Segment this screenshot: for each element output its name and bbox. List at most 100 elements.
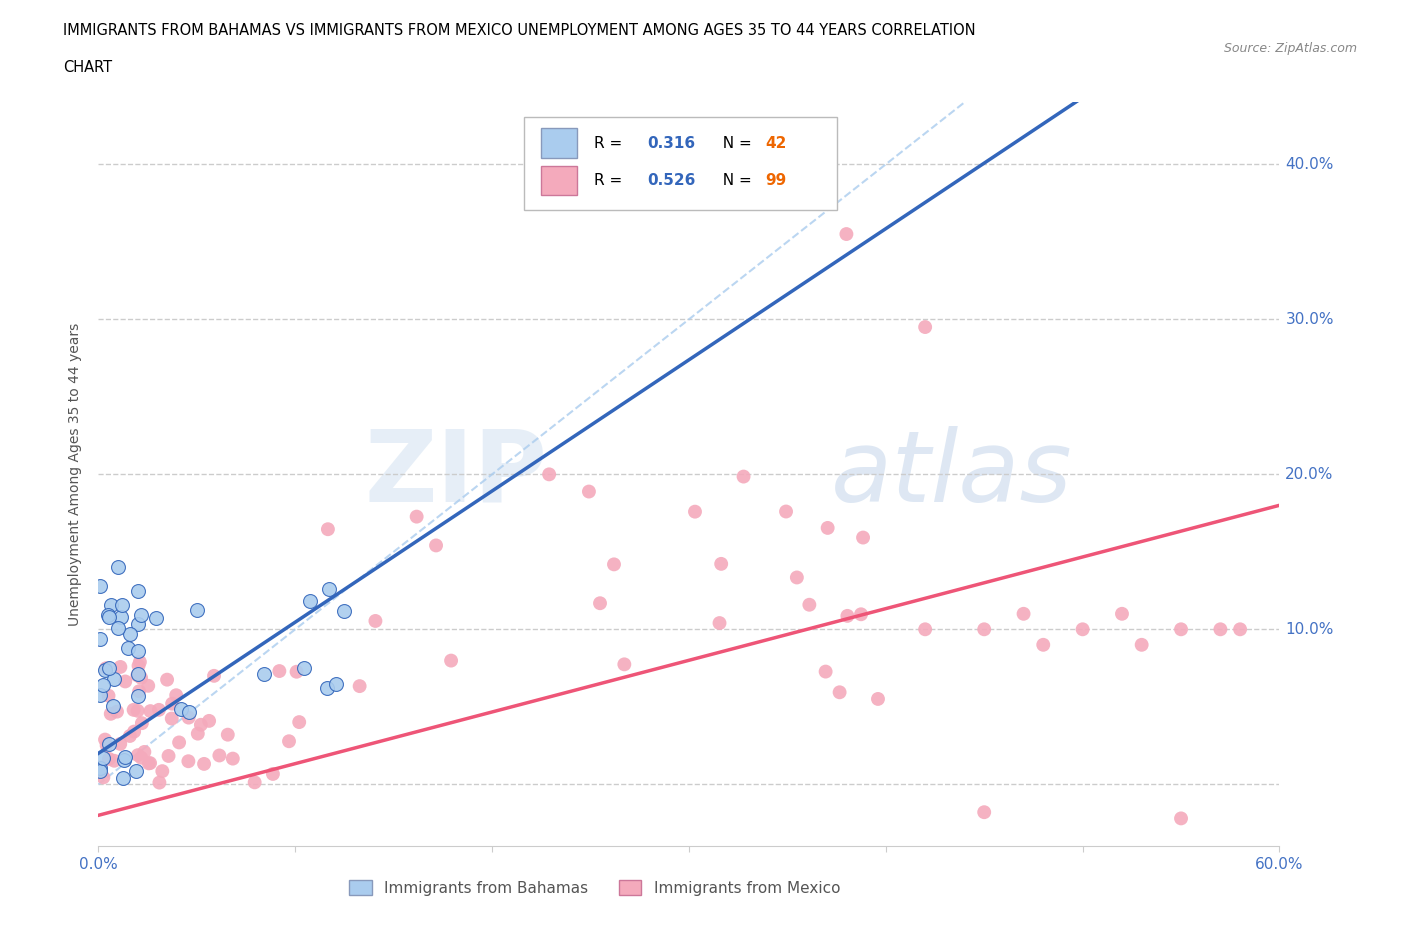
Point: [217, 727, 239, 742]
Point: [1130, 637, 1153, 652]
Text: R =: R =: [595, 136, 627, 151]
Point: [709, 616, 731, 631]
Point: [89, 687, 111, 702]
Point: [97, 660, 120, 675]
Point: [262, 766, 284, 781]
Point: [167, 735, 190, 750]
Point: [134, 745, 156, 760]
Point: [110, 609, 132, 624]
Point: [613, 657, 636, 671]
Point: [710, 556, 733, 571]
Text: R =: R =: [595, 173, 627, 188]
Point: [318, 582, 340, 597]
Point: [127, 667, 149, 682]
Point: [1071, 622, 1094, 637]
Text: 30.0%: 30.0%: [1285, 312, 1334, 326]
Point: [89, 764, 111, 778]
Text: 42: 42: [766, 136, 787, 151]
Point: [222, 751, 245, 766]
Point: [186, 602, 208, 617]
Point: [285, 664, 308, 679]
Point: [169, 702, 191, 717]
Point: [578, 485, 600, 499]
Point: [131, 716, 153, 731]
Point: [129, 607, 152, 622]
FancyBboxPatch shape: [523, 117, 837, 210]
Point: [786, 570, 808, 585]
Point: [127, 703, 149, 718]
Point: [103, 698, 125, 713]
Point: [193, 756, 215, 771]
Point: [128, 684, 150, 698]
Point: [97, 608, 120, 623]
Point: [775, 504, 797, 519]
Point: [112, 753, 135, 768]
Point: [100, 598, 122, 613]
Point: [114, 674, 136, 689]
Point: [849, 607, 872, 622]
Point: [145, 610, 167, 625]
Point: [97, 610, 120, 625]
Legend: Immigrants from Bahamas, Immigrants from Mexico: Immigrants from Bahamas, Immigrants from…: [343, 873, 846, 902]
Text: 99: 99: [766, 173, 787, 188]
Point: [105, 704, 128, 719]
Point: [127, 583, 149, 598]
Point: [118, 627, 141, 642]
Point: [93, 662, 115, 677]
Point: [89, 578, 111, 593]
Point: [1170, 622, 1192, 637]
Point: [333, 604, 356, 618]
Point: [128, 658, 150, 673]
Point: [150, 764, 173, 778]
Text: IMMIGRANTS FROM BAHAMAS VS IMMIGRANTS FROM MEXICO UNEMPLOYMENT AMONG AGES 35 TO : IMMIGRANTS FROM BAHAMAS VS IMMIGRANTS FR…: [63, 23, 976, 38]
Point: [103, 753, 125, 768]
Point: [187, 726, 209, 741]
Point: [111, 598, 134, 613]
Point: [914, 320, 936, 335]
Point: [177, 705, 200, 720]
Point: [1229, 622, 1251, 637]
Point: [156, 672, 179, 687]
Point: [94, 732, 117, 747]
Point: [98, 751, 121, 766]
Point: [139, 756, 162, 771]
Point: [243, 775, 266, 790]
Point: [129, 751, 152, 765]
Point: [190, 717, 212, 732]
Point: [405, 510, 427, 525]
Point: [148, 702, 170, 717]
Point: [1111, 606, 1133, 621]
Text: N =: N =: [713, 173, 756, 188]
Point: [208, 748, 231, 763]
Point: [866, 692, 889, 707]
Point: [91, 751, 114, 765]
Point: [157, 749, 180, 764]
Point: [733, 469, 755, 484]
Point: [835, 227, 858, 242]
Point: [440, 653, 463, 668]
Point: [110, 737, 132, 751]
Point: [122, 702, 145, 717]
Point: [89, 632, 111, 647]
Point: [364, 614, 387, 629]
Text: N =: N =: [713, 136, 756, 151]
Point: [96, 737, 118, 752]
Text: 0.316: 0.316: [648, 136, 696, 151]
Point: [683, 504, 706, 519]
Point: [127, 644, 149, 659]
Point: [111, 771, 134, 786]
Point: [198, 713, 221, 728]
Point: [202, 669, 225, 684]
Point: [349, 679, 371, 694]
Point: [589, 596, 612, 611]
Point: [1012, 606, 1035, 621]
Point: [118, 728, 141, 743]
FancyBboxPatch shape: [541, 166, 576, 195]
Point: [315, 681, 337, 696]
Text: CHART: CHART: [63, 60, 112, 75]
Text: 20.0%: 20.0%: [1285, 467, 1334, 482]
Point: [136, 678, 159, 693]
Point: [817, 521, 839, 536]
Point: [160, 697, 183, 711]
Point: [325, 677, 347, 692]
